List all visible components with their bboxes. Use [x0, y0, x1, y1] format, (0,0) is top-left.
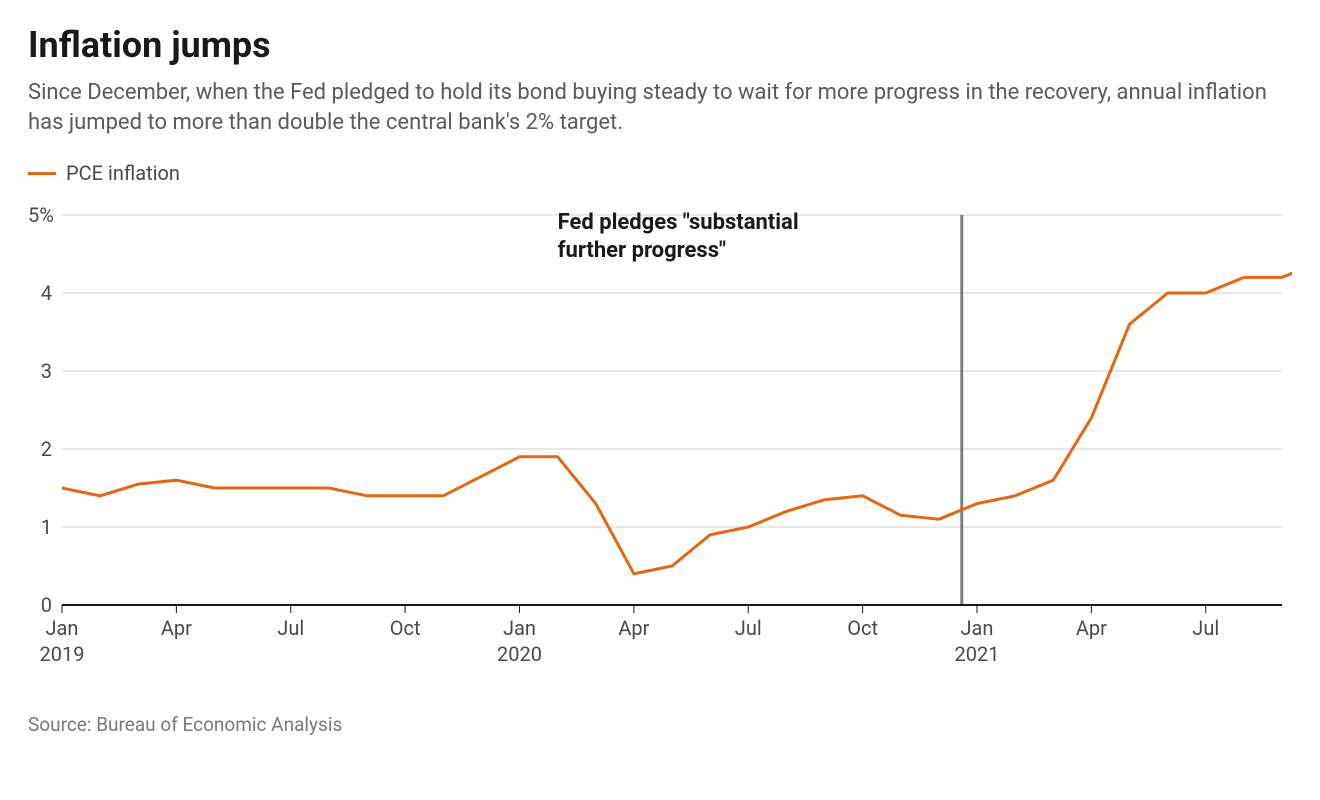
legend-label: PCE inflation [66, 161, 180, 185]
legend: PCE inflation [28, 161, 1292, 185]
x-tick-label: Jul [735, 616, 762, 640]
line-chart: 012345%Jan2019AprJulOctJan2020AprJulOctJ… [28, 205, 1292, 685]
chart-svg: 012345%Jan2019AprJulOctJan2020AprJulOctJ… [28, 205, 1292, 685]
x-tick-label: Apr [161, 616, 192, 640]
x-tick-label: Oct [390, 616, 421, 640]
chart-annotation: further progress" [558, 238, 726, 263]
chart-subtitle: Since December, when the Fed pledged to … [28, 78, 1288, 137]
chart-annotation: Fed pledges "substantial [558, 210, 799, 235]
x-tick-label: Apr [618, 616, 649, 640]
y-tick-label: 0 [41, 593, 52, 617]
chart-title: Inflation jumps [28, 24, 1292, 66]
x-tick-label: Jan [503, 616, 536, 640]
y-tick-label: 5% [28, 205, 54, 227]
x-tick-label: Apr [1076, 616, 1107, 640]
x-tick-label: Oct [847, 616, 878, 640]
y-tick-label: 2 [41, 437, 52, 461]
y-tick-label: 1 [41, 515, 52, 539]
x-tick-label: Jul [1192, 616, 1219, 640]
x-tick-label: Jan [46, 616, 79, 640]
x-tick-label: Jul [277, 616, 304, 640]
x-tick-year: 2021 [955, 642, 1000, 666]
y-tick-label: 3 [41, 359, 52, 383]
x-tick-year: 2019 [40, 642, 85, 666]
y-tick-label: 4 [41, 281, 52, 305]
chart-source: Source: Bureau of Economic Analysis [28, 713, 1292, 736]
x-tick-year: 2020 [497, 642, 542, 666]
x-tick-label: Jan [961, 616, 994, 640]
legend-swatch [28, 172, 56, 175]
